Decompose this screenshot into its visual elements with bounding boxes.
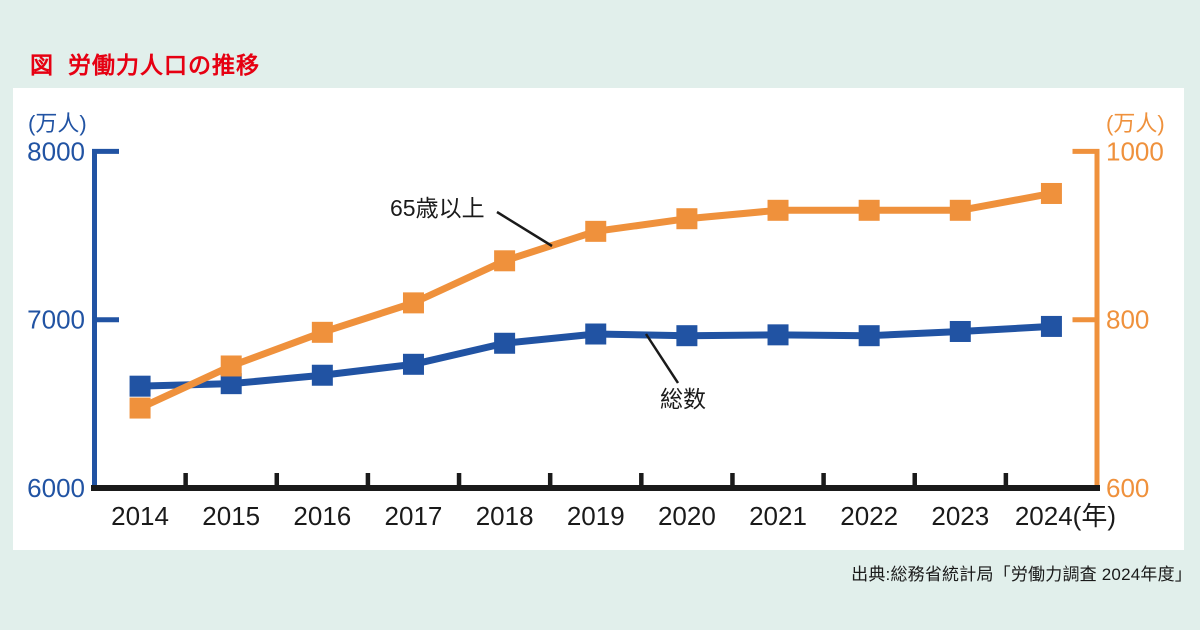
figure-title-text: 労働力人口の推移 [68,52,260,78]
chart-panel [13,88,1184,550]
data-point-marker [1040,315,1062,337]
data-point-marker [767,199,789,221]
data-point-marker [676,325,698,347]
left-axis: 8000 7000 6000 (万人) [27,111,119,503]
right-axis-tick-label: 1000 [1106,136,1164,166]
data-point-marker [858,199,880,221]
right-axis: 1000 800 600 (万人) [1072,111,1165,503]
data-point-marker [585,323,607,345]
figure-label: 図 [30,52,53,78]
right-axis-tick-label: 600 [1106,473,1149,503]
series-総数 [129,315,1062,397]
data-point-marker [1040,182,1062,204]
x-axis-year-label: 2019 [567,501,625,531]
x-axis-year-label: 2016 [293,501,351,531]
data-point-marker [858,325,880,347]
source-citation: 出典:総務省統計局「労働力調査 2024年度」 [851,565,1192,584]
data-point-marker [494,332,516,354]
data-point-marker [220,355,242,377]
data-point-marker [585,220,607,242]
annotation-65歳以上: 65歳以上 [390,195,553,248]
series-65歳以上 [129,182,1062,419]
x-axis-year-label: 2014 [111,501,169,531]
data-point-marker [402,353,424,375]
annotation-leader-line [496,210,553,248]
data-point-marker [129,375,151,397]
x-axis-year-label: 2015 [202,501,260,531]
data-point-marker [949,320,971,342]
right-axis-tick-label: 800 [1106,305,1149,335]
data-point-marker [220,373,242,395]
annotation-総数: 総数 [644,333,706,412]
annotation-label: 総数 [660,386,706,412]
x-axis-year-label: 2024(年) [1015,501,1116,531]
data-point-marker [767,324,789,346]
left-axis-tick-label: 8000 [27,136,85,166]
data-point-marker [494,250,516,272]
data-point-marker [676,208,698,230]
x-axis-year-label: 2023 [931,501,989,531]
x-axis-year-label: 2017 [385,501,443,531]
x-axis-year-label: 2020 [658,501,716,531]
x-axis-year-label: 2018 [476,501,534,531]
left-axis-tick-label: 7000 [27,305,85,335]
annotation-leader-line [644,333,680,384]
annotation-label: 65歳以上 [390,195,485,221]
data-point-marker [311,321,333,343]
data-point-marker [129,397,151,419]
left-axis-unit: (万人) [28,111,87,136]
x-axis-year-label: 2022 [840,501,898,531]
figure-title: 図 労働力人口の推移 [30,46,260,80]
left-axis-tick-label: 6000 [27,473,85,503]
right-axis-unit: (万人) [1106,111,1165,136]
data-point-marker [949,199,971,221]
data-point-marker [402,292,424,314]
x-axis-year-label: 2021 [749,501,807,531]
x-axis: 2014 2015 2016 2017 2018 2019 2020 2021 2022 2023… [91,473,1116,531]
data-point-marker [311,364,333,386]
